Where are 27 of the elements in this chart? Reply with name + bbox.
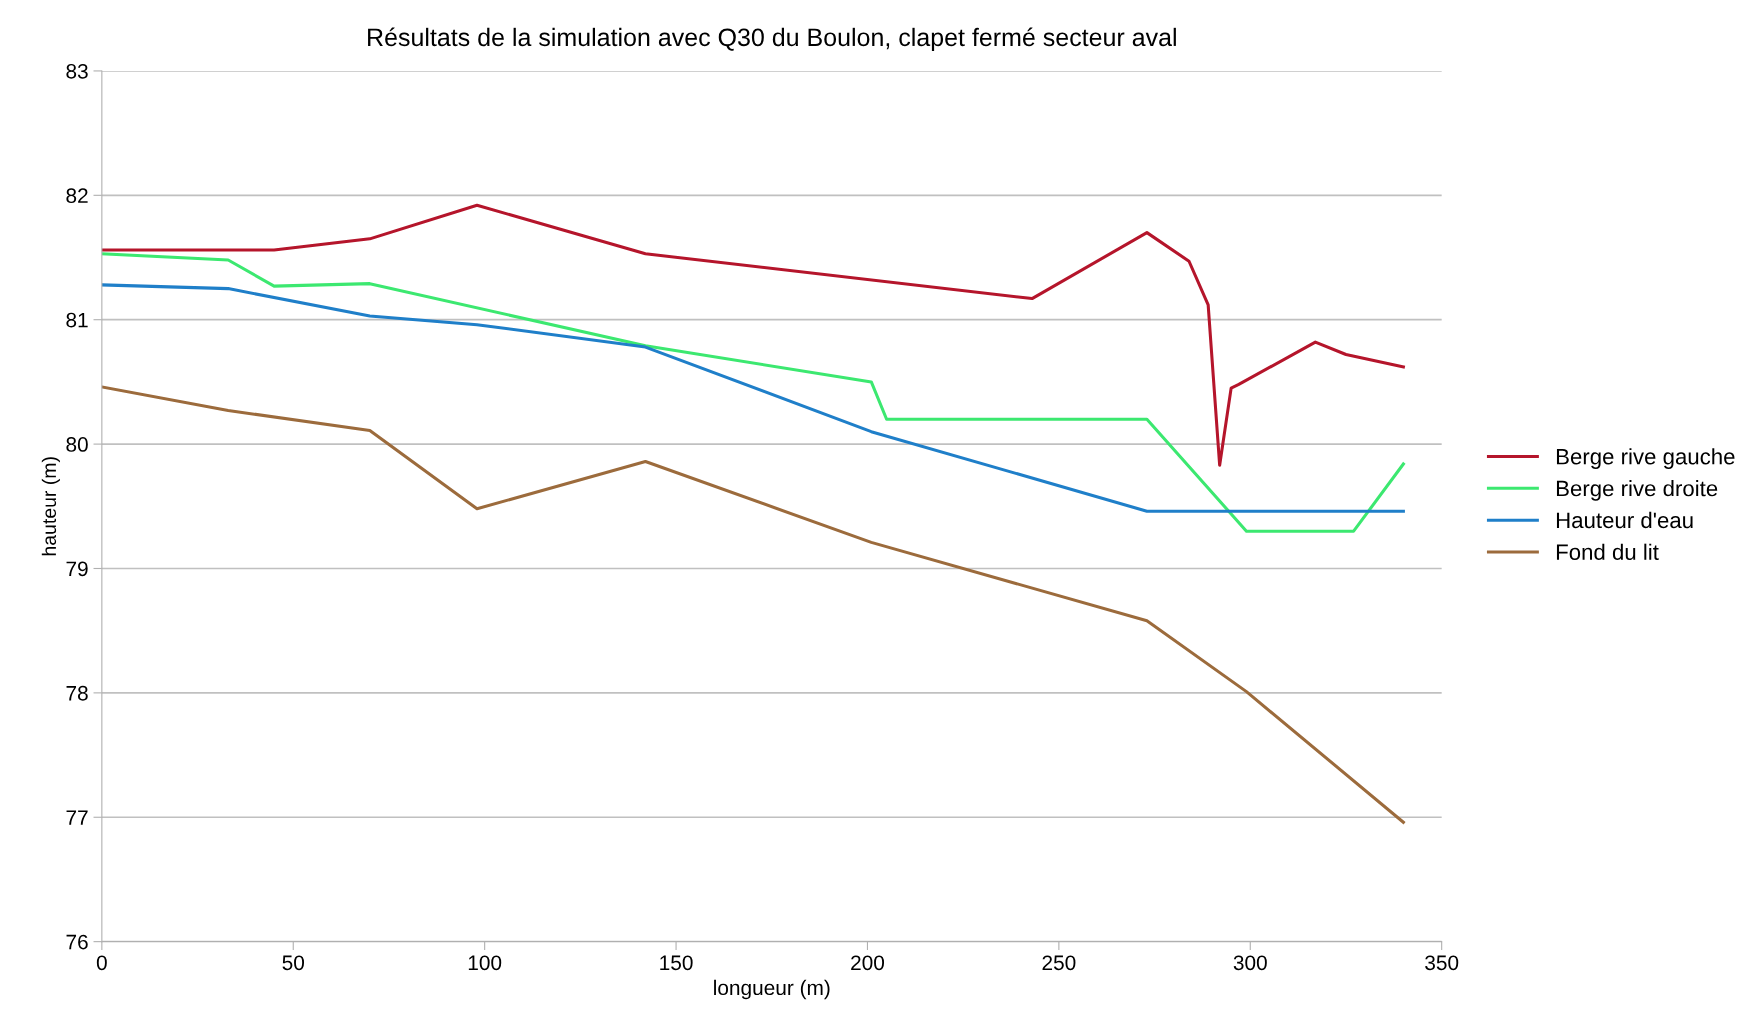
y-tick-label: 79 xyxy=(66,561,88,577)
line-series xyxy=(101,252,1405,533)
legend-label: Berge rive gauche xyxy=(1556,448,1735,469)
x-tick-label: 350 xyxy=(1425,955,1459,971)
y-tick-label: 76 xyxy=(66,934,88,950)
y-tick-label: 83 xyxy=(66,63,88,79)
x-tick-label: 300 xyxy=(1233,955,1267,971)
x-tick-label: 100 xyxy=(468,955,502,971)
x-axis-title: longueur (m) xyxy=(714,979,830,1000)
y-tick-label: 80 xyxy=(66,437,88,452)
chart-title: Résultats de la simulation avec Q30 du Boulon, clapet fermé secteur aval xyxy=(368,27,1176,52)
legend-label: Hauteur d'eau xyxy=(1556,511,1693,529)
x-tick-label: 150 xyxy=(660,955,693,971)
x-tick-label: 0 xyxy=(96,955,107,971)
y-tick-label: 77 xyxy=(66,810,88,825)
line-series xyxy=(101,203,1405,467)
y-tick-label: 82 xyxy=(66,188,88,204)
y-tick-label: 78 xyxy=(66,685,88,701)
legend-label: Berge rive droite xyxy=(1556,480,1718,501)
x-tick-label: 50 xyxy=(282,955,305,971)
line-series xyxy=(101,283,1405,513)
x-tick-label: 200 xyxy=(851,955,885,971)
legend-label: Fond du lit xyxy=(1556,543,1659,560)
y-axis-title: hauteur (m) xyxy=(41,457,60,556)
line-series xyxy=(101,385,1405,824)
y-tick-label: 81 xyxy=(66,312,88,328)
x-tick-label: 250 xyxy=(1042,955,1076,971)
